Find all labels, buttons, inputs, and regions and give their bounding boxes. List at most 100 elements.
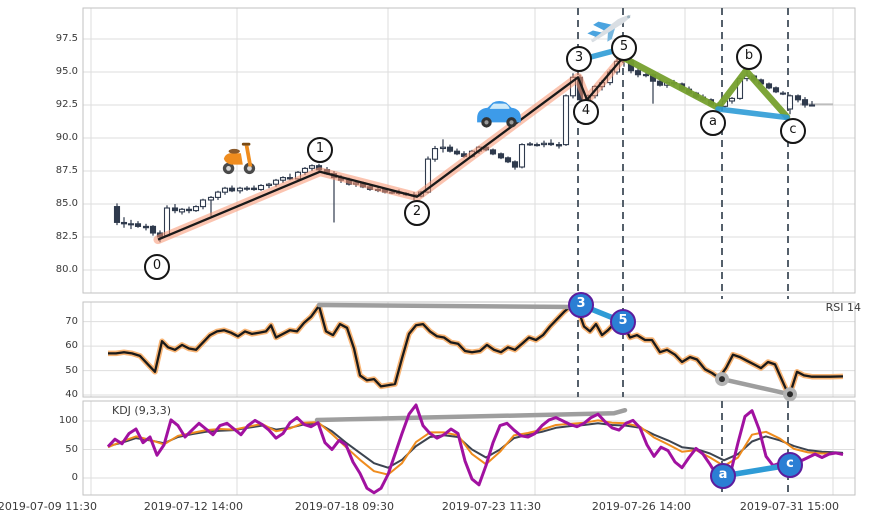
rsi-divergence-line xyxy=(316,302,579,310)
candle-body xyxy=(489,149,497,155)
wave-label-5: 5 xyxy=(611,35,637,61)
candle-body xyxy=(453,150,461,155)
candle-body xyxy=(642,74,650,77)
wave-label-2: 2 xyxy=(404,200,430,226)
impulse-wave-line xyxy=(157,56,624,241)
kdj-ytick-label: 50 xyxy=(65,443,78,455)
candle-body xyxy=(250,187,258,191)
divergence-marker-inner xyxy=(719,376,725,383)
candle-body xyxy=(779,92,787,95)
candle-body xyxy=(214,191,222,198)
candle-body xyxy=(221,187,229,193)
candle-body xyxy=(765,83,773,89)
rsi-ytick-label: 60 xyxy=(65,340,78,352)
rsi-marker-5: 5 xyxy=(610,309,636,335)
candle-body xyxy=(786,95,794,110)
candle-body xyxy=(308,165,316,169)
candle-body xyxy=(808,104,816,107)
candle-body xyxy=(279,177,287,181)
x-axis-tick-label: 2019-07-09 11:30 xyxy=(0,500,97,513)
wave-label-a: a xyxy=(700,110,726,136)
rsi-marker-3: 3 xyxy=(568,292,594,318)
candle-body xyxy=(301,167,309,173)
candle-body xyxy=(207,196,215,201)
x-axis-tick-label: 2019-07-12 14:00 xyxy=(143,500,243,513)
candle-body xyxy=(134,223,142,227)
kdj-ytick-label: 100 xyxy=(58,415,78,426)
scooter-icon xyxy=(220,138,258,176)
price-ytick-label: 87.5 xyxy=(55,165,78,176)
candle-body xyxy=(142,225,150,229)
kdj-ytick-label: 0 xyxy=(71,472,78,483)
rsi-ytick-label: 50 xyxy=(65,364,78,376)
candle-body xyxy=(272,179,280,185)
candle-body xyxy=(504,157,512,163)
wave-label-1: 1 xyxy=(307,137,333,163)
kdj-marker-a: a xyxy=(710,463,736,489)
car-icon xyxy=(474,96,524,130)
candle-body xyxy=(555,144,563,147)
candle-body xyxy=(236,187,244,192)
candle-body xyxy=(185,208,193,212)
candle-body xyxy=(547,142,555,146)
candle-body xyxy=(149,225,157,234)
candle-body xyxy=(431,148,439,160)
x-axis-tick-label: 2019-07-18 09:30 xyxy=(294,500,394,513)
candle-body xyxy=(446,146,454,152)
candle-body xyxy=(178,208,186,213)
wave-label-0: 0 xyxy=(144,254,170,280)
candle-body xyxy=(497,153,505,159)
blue-signal-line xyxy=(715,106,790,121)
price-ytick-label: 92.5 xyxy=(55,99,78,110)
plane-icon xyxy=(586,8,636,44)
candle-body xyxy=(120,221,128,225)
price-ytick-label: 95.0 xyxy=(55,66,78,77)
price-panel[interactable] xyxy=(82,7,856,294)
candle-body xyxy=(526,143,534,146)
corrective-wave-line xyxy=(619,54,791,121)
kdj-panel[interactable] xyxy=(82,400,856,496)
price-ytick-label: 90.0 xyxy=(55,132,78,143)
wave-label-c: c xyxy=(780,118,806,144)
candle-body xyxy=(801,99,809,106)
candle-body xyxy=(511,161,519,168)
rsi-panel-title: RSI 14 xyxy=(825,301,861,314)
candle-body xyxy=(772,87,780,93)
candle-body xyxy=(257,184,265,191)
candle-body xyxy=(113,206,121,223)
wave-label-3: 3 xyxy=(566,46,592,72)
candle-body xyxy=(540,142,548,146)
kdj-panel-title: KDJ (9,3,3) xyxy=(112,404,171,417)
divergence-marker-inner xyxy=(787,391,793,398)
candle-body xyxy=(656,80,664,86)
candle-body xyxy=(199,199,207,208)
wave-label-4: 4 xyxy=(573,99,599,125)
kdj-divergence-line xyxy=(314,407,628,423)
candle-body xyxy=(728,97,736,102)
price-ytick-label: 97.5 xyxy=(55,33,78,44)
x-axis-tick-label: 2019-07-26 14:00 xyxy=(591,500,691,513)
price-ytick-label: 82.5 xyxy=(55,231,78,242)
candle-body xyxy=(228,187,236,192)
candle-body xyxy=(286,177,294,180)
x-axis-tick-label: 2019-07-31 15:00 xyxy=(739,500,839,513)
candle-body xyxy=(192,206,200,212)
candle-body xyxy=(171,207,179,212)
candle-body xyxy=(794,95,802,101)
rsi-ytick-label: 70 xyxy=(65,315,78,327)
candle-body xyxy=(634,70,642,76)
candle-body xyxy=(243,187,251,190)
candle-body xyxy=(439,146,447,150)
candle-body xyxy=(533,144,541,147)
rsi-ytick-label: 40 xyxy=(65,389,78,400)
rsi-panel[interactable] xyxy=(82,301,856,398)
candle-body xyxy=(265,183,273,187)
price-ytick-label: 85.0 xyxy=(55,198,78,209)
price-ytick-label: 80.0 xyxy=(55,264,78,275)
rsi-divergence-line xyxy=(719,376,793,397)
candle-body xyxy=(127,223,135,226)
kdj-marker-c: c xyxy=(777,452,803,478)
candle-body xyxy=(518,144,526,168)
